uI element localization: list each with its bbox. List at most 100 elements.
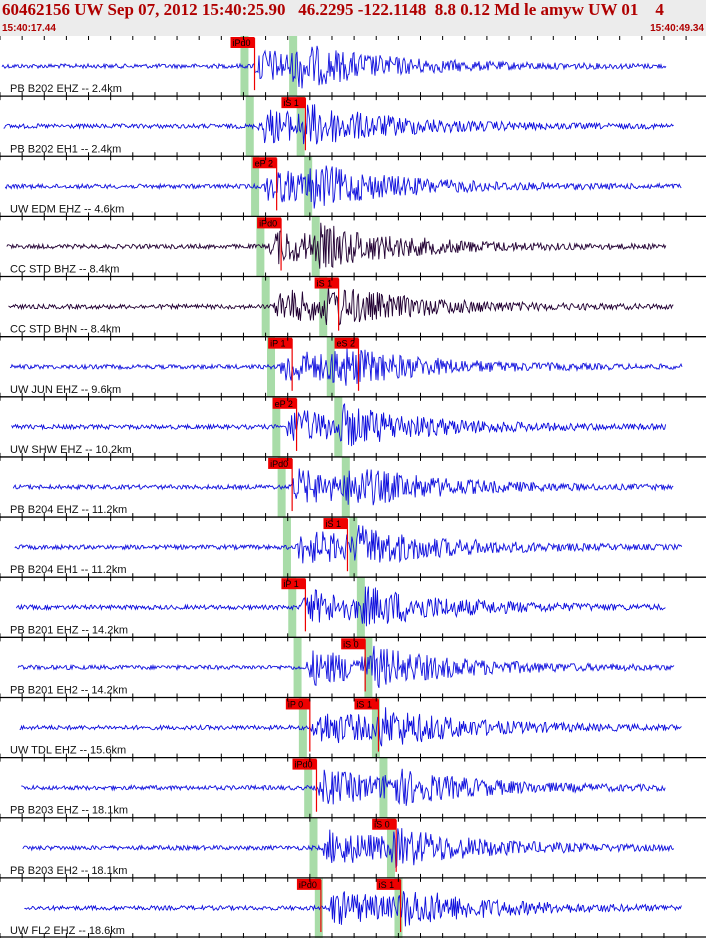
start-time-label: 15:40:17.44 — [2, 23, 56, 34]
pick-flag — [257, 217, 282, 229]
trace-row: iPd0 PB B204 EHZ -- 11.2km — [0, 452, 706, 518]
seismogram-panel[interactable]: iPd0 PB B202 EHZ -- 2.4km iS 1 PB B202 EH1 … — [0, 36, 706, 938]
waveform — [21, 768, 666, 806]
waveform — [11, 402, 667, 447]
time-ticks — [0, 92, 687, 101]
pick-flag — [341, 638, 366, 650]
p-phase-band — [293, 637, 302, 698]
time-ticks — [0, 873, 687, 882]
p-phase-band — [309, 817, 318, 878]
trace-row: iP 0 iS 1 UW TDL EHZ -- 15.6km — [0, 693, 706, 758]
trace-row: iP 1 eS 2 UW JUN EHZ -- 9.6km — [0, 332, 706, 397]
waveform — [24, 891, 682, 927]
p-phase-band — [304, 757, 313, 818]
pick-flag — [334, 337, 359, 349]
time-ticks — [0, 36, 687, 40]
waveform — [17, 645, 675, 689]
time-ticks — [0, 573, 687, 582]
pick-label: iP 0 — [288, 699, 303, 709]
pick-label: iPd0 — [259, 218, 277, 228]
time-ticks — [0, 392, 687, 401]
time-ticks — [0, 693, 687, 702]
station-label: UW SHW EHZ -- 10.2km — [10, 444, 132, 456]
trace-row: iS 1 PB B202 EH1 -- 2.4km — [0, 92, 706, 157]
s-phase-band — [386, 817, 395, 878]
waveform — [14, 524, 683, 564]
s-phase-band — [364, 637, 373, 698]
time-ticks — [0, 152, 687, 161]
waveform — [6, 222, 667, 269]
pick-flag — [314, 277, 339, 289]
pick-label: iS 1 — [356, 699, 372, 709]
time-ticks — [0, 452, 687, 461]
station-label: PB B201 EH2 -- 14.2km — [10, 684, 127, 696]
s-phase-band — [296, 96, 305, 157]
time-ticks — [0, 513, 687, 522]
trace-row: iS 1 CC STD BHN -- 8.4km — [0, 272, 706, 337]
station-label: PB B203 EHZ -- 18.1km — [10, 805, 128, 817]
trace-row: iPd0 PB B202 EHZ -- 2.4km — [1, 36, 667, 97]
trace-row: iS 1 PB B204 EH1 -- 11.2km — [0, 513, 706, 578]
pick-label: iS 1 — [317, 279, 333, 289]
trace-row: eP 2 UW SHW EHZ -- 10.2km — [0, 392, 706, 457]
time-ticks — [0, 212, 687, 221]
pick-flag — [292, 758, 317, 770]
pick-flag — [281, 578, 306, 590]
pick-flag — [323, 518, 348, 530]
trace-row: eP 2 UW EDM EHZ -- 4.6km — [0, 152, 706, 217]
station-label: PB B203 EH2 -- 18.1km — [10, 865, 127, 877]
trace-row: iP 1 PB B201 EHZ -- 14.2km — [0, 573, 706, 638]
event-title: 60462156 UW Sep 07, 2012 15:40:25.90 46.… — [2, 0, 664, 19]
time-ticks — [0, 933, 687, 938]
pick-flag — [252, 157, 277, 169]
time-ticks — [0, 633, 687, 642]
s-phase-band — [341, 456, 350, 518]
trace-row: iPd0 PB B203 EHZ -- 18.1km — [0, 753, 706, 818]
pick-label: eS 2 — [337, 339, 356, 349]
trace-row: iS 0 PB B203 EH2 -- 18.1km — [0, 813, 706, 878]
pick-label: iPd0 — [299, 880, 317, 890]
pick-flag — [281, 97, 306, 109]
waveform — [12, 468, 674, 506]
pick-label: iS 1 — [379, 880, 395, 890]
pick-label: iS 1 — [283, 98, 299, 108]
pick-label: iS 1 — [325, 519, 341, 529]
pick-flag — [376, 878, 401, 890]
pick-flag — [285, 698, 310, 710]
waveform — [8, 283, 674, 326]
time-ticks — [0, 753, 687, 762]
pick-label: iS 0 — [374, 820, 390, 830]
station-label: UW JUN EHZ -- 9.6km — [10, 384, 121, 396]
station-label: PB B204 EHZ -- 11.2km — [10, 504, 127, 516]
waveform — [16, 586, 666, 627]
pick-label: iPd0 — [233, 38, 251, 48]
pick-label: iPd0 — [294, 760, 312, 770]
trace-row: iPd0 iS 1 UW FL2 EHZ -- 18.6km — [0, 873, 706, 938]
s-phase-band — [304, 156, 313, 217]
trace-row: iPd0 CC STD BHZ -- 8.4km — [0, 212, 706, 277]
pick-label: iP 1 — [283, 579, 298, 589]
waveform — [1, 45, 667, 89]
pick-flag — [230, 37, 255, 48]
s-phase-band — [394, 877, 403, 938]
pick-label: eP 2 — [255, 158, 273, 168]
s-phase-band — [311, 216, 320, 277]
waveform — [19, 707, 682, 747]
p-phase-band — [240, 36, 249, 97]
pick-label: eP 2 — [275, 399, 293, 409]
p-phase-band — [267, 336, 276, 397]
station-label: CC STD BHZ -- 8.4km — [10, 264, 119, 276]
station-label: UW EDM EHZ -- 4.6km — [10, 203, 124, 215]
pick-flag — [296, 878, 321, 890]
station-label: PB B202 EH1 -- 2.4km — [10, 143, 121, 155]
time-ticks — [0, 813, 687, 822]
s-phase-band — [319, 276, 328, 337]
s-phase-band — [289, 36, 298, 97]
pick-flag — [268, 337, 293, 349]
s-phase-band — [371, 697, 380, 758]
pick-label: iP 1 — [270, 339, 285, 349]
waveform — [3, 104, 674, 145]
time-ticks — [0, 272, 687, 281]
end-time-label: 15:40:49.34 — [650, 23, 704, 34]
trace-row: iS 0 PB B201 EH2 -- 14.2km — [0, 633, 706, 698]
